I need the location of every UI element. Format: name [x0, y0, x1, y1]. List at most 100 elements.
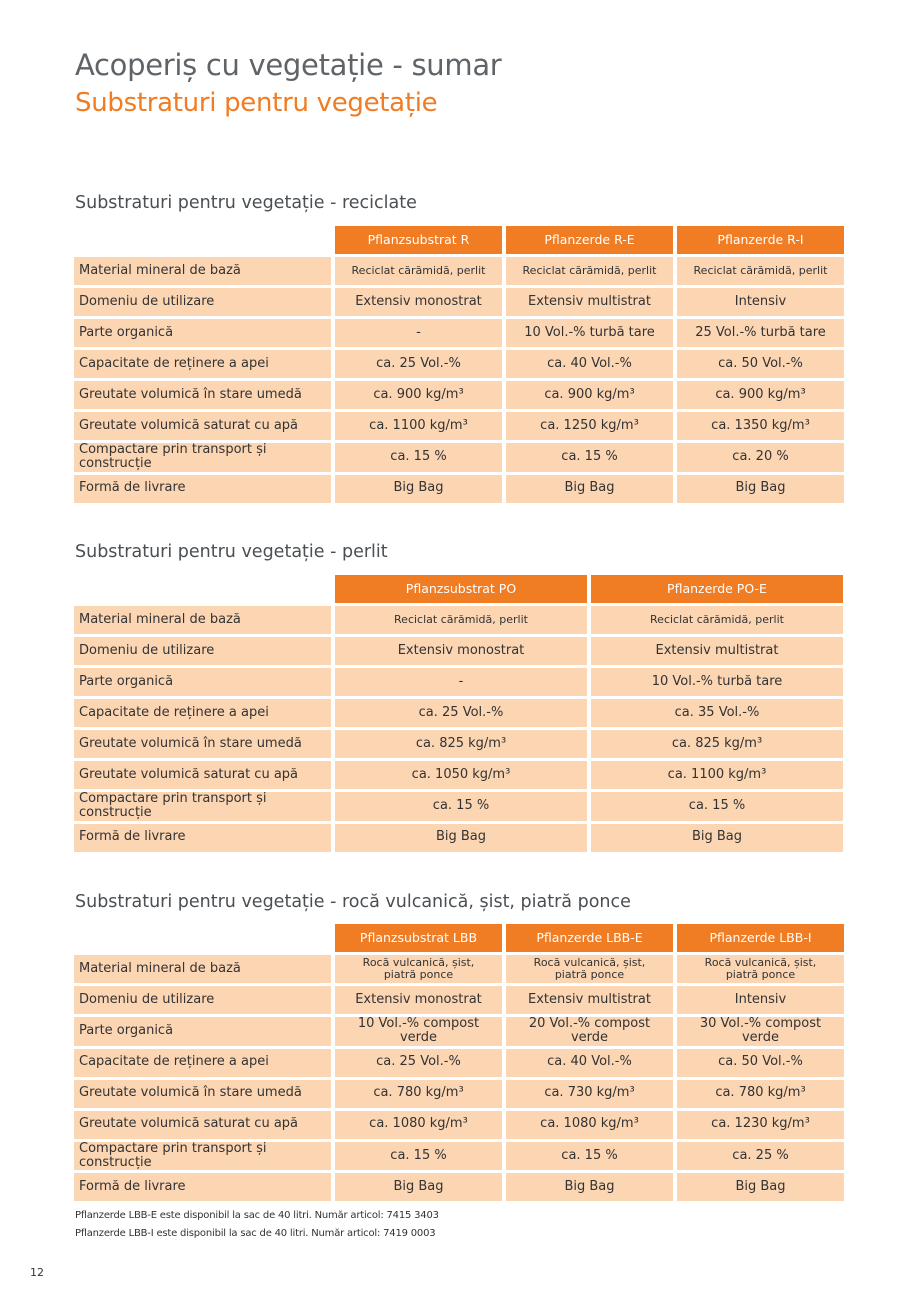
cell: 30 Vol.-% compost verde [677, 1016, 844, 1046]
row-label: Greutate volumică în stare umedă [74, 730, 331, 758]
cell: ca. 900 kg/m³ [506, 381, 673, 409]
cell: 10 Vol.-% compost verde [335, 1016, 502, 1046]
row-label: Parte organică [74, 1017, 331, 1046]
table-row: Greutate volumică saturat cu apă ca. 1080… [74, 1110, 844, 1139]
empty-cell [74, 924, 331, 952]
table-row: Formă de livrare Big Bag Big Bag Big Bag [74, 474, 844, 503]
row-label: Capacitate de reținere a apei [74, 350, 331, 378]
cell: ca. 1350 kg/m³ [677, 412, 844, 440]
row-label: Formă de livrare [74, 1173, 331, 1202]
cell: Extensiv monostrat [335, 986, 502, 1014]
table-row: Compactare prin transport și construcție… [74, 791, 843, 821]
row-label: Capacitate de reținere a apei [74, 699, 331, 727]
cell: Big Bag [677, 1173, 844, 1202]
data-table: Pflanzsubstrat LBB Pflanzerde LBB-E Pflanz… [70, 921, 848, 1204]
column-header: Pflanzsubstrat LBB [335, 924, 502, 952]
cell: 10 Vol.-% turbă tare [506, 319, 673, 347]
cell: ca. 900 kg/m³ [677, 381, 844, 409]
title: Acoperiș cu vegetație - sumar [75, 48, 502, 82]
table-row: Greutate volumică saturat cu apă ca. 1050… [74, 761, 843, 789]
table-row: Domeniu de utilizare Extensiv monostrat Ex… [74, 637, 843, 665]
row-label: Capacitate de reținere a apei [74, 1048, 331, 1077]
row-label: Greutate volumică saturat cu apă [74, 412, 331, 440]
row-label: Material mineral de bază [74, 257, 331, 285]
cell: ca. 50 Vol.-% [677, 350, 844, 378]
cell: ca. 1250 kg/m³ [506, 412, 673, 440]
cell: Big Bag [335, 823, 587, 852]
cell: Reciclat cărămidă, perlit [591, 606, 843, 634]
cell: 10 Vol.-% turbă tare [591, 668, 843, 696]
row-label: Formă de livrare [74, 474, 331, 503]
row-label: Compactare prin transport și construcție [74, 1141, 331, 1171]
column-header: Pflanzerde R-I [677, 226, 844, 254]
data-table: Pflanzsubstrat R Pflanzerde R-E Pflanzerde… [70, 223, 848, 506]
table-row: Domeniu de utilizare Extensiv monostrat Ex… [74, 986, 844, 1014]
table-row: Greutate volumică în stare umedă ca. 780 … [74, 1079, 844, 1108]
table-row: Formă de livrare Big Bag Big Bag Big Bag [74, 1173, 844, 1202]
cell: ca. 20 % [677, 443, 844, 472]
row-label: Greutate volumică în stare umedă [74, 1079, 331, 1108]
section-heading: Substraturi pentru vegetație - perlit [75, 542, 388, 562]
table-row: Parte organică -10 Vol.-% turbă tare [74, 668, 843, 696]
cell: ca. 35 Vol.-% [591, 699, 843, 727]
section-heading: Substraturi pentru vegetație - reciclate [75, 193, 417, 213]
cell: Extensiv multistrat [591, 637, 843, 665]
table-body: Pflanzsubstrat R Pflanzerde R-E Pflanzerde… [74, 226, 844, 503]
cell: ca. 15 % [506, 443, 673, 472]
footnote: Pflanzerde LBB-E este disponibil la sac … [75, 1210, 439, 1221]
cell: ca. 25 Vol.-% [335, 1048, 502, 1077]
cell: ca. 40 Vol.-% [506, 1048, 673, 1077]
cell: Rocă vulcanică, șist, piatră ponce [335, 955, 502, 983]
row-label: Greutate volumică saturat cu apă [74, 761, 331, 789]
cell: 25 Vol.-% turbă tare [677, 319, 844, 347]
cell: Intensiv [677, 288, 844, 316]
row-label: Parte organică [74, 668, 331, 696]
column-header: Pflanzsubstrat PO [335, 575, 587, 603]
table-row: Greutate volumică saturat cu apă ca. 1100… [74, 412, 844, 440]
row-label: Greutate volumică în stare umedă [74, 381, 331, 409]
cell: ca. 15 % [335, 792, 587, 821]
cell: ca. 15 % [335, 443, 502, 472]
cell: ca. 780 kg/m³ [677, 1079, 844, 1108]
cell: Big Bag [506, 1173, 673, 1202]
cell: Extensiv multistrat [506, 288, 673, 316]
cell: Reciclat cărămidă, perlit [677, 257, 844, 285]
table-body: Pflanzsubstrat PO Pflanzerde PO-E Material… [74, 575, 843, 852]
cell: ca. 50 Vol.-% [677, 1048, 844, 1077]
row-label: Domeniu de utilizare [74, 986, 331, 1014]
table-row: Parte organică 10 Vol.-% compost verde 20 … [74, 1016, 844, 1046]
table-row: Capacitate de reținere a apei ca. 25 Vol.… [74, 350, 844, 378]
cell: ca. 1080 kg/m³ [506, 1110, 673, 1139]
header-row: Pflanzsubstrat PO Pflanzerde PO-E [74, 575, 843, 603]
table-row: Greutate volumică în stare umedă ca. 900 … [74, 381, 844, 409]
table-row: Domeniu de utilizare Extensiv monostrat Ex… [74, 288, 844, 316]
cell: ca. 1100 kg/m³ [591, 761, 843, 789]
row-label: Greutate volumică saturat cu apă [74, 1110, 331, 1139]
cell: Reciclat cărămidă, perlit [506, 257, 673, 285]
cell: Extensiv multistrat [506, 986, 673, 1014]
header-row: Pflanzsubstrat R Pflanzerde R-E Pflanzerde… [74, 226, 844, 254]
cell: Big Bag [506, 474, 673, 503]
table-row: Material mineral de bază Rocă vulcanică, … [74, 955, 844, 983]
cell: ca. 25 Vol.-% [335, 350, 502, 378]
row-label: Parte organică [74, 319, 331, 347]
page-number: 12 [30, 1266, 44, 1279]
table-row: Parte organică -10 Vol.-% turbă tare 25 Vo… [74, 319, 844, 347]
cell: ca. 825 kg/m³ [335, 730, 587, 758]
table-row: Capacitate de reținere a apei ca. 25 Vol.… [74, 699, 843, 727]
table-row: Material mineral de bază Reciclat cărămid… [74, 606, 843, 634]
table-row: Formă de livrare Big Bag Big Bag [74, 823, 843, 852]
cell: Big Bag [677, 474, 844, 503]
cell: ca. 900 kg/m³ [335, 381, 502, 409]
subtitle: Substraturi pentru vegetație [75, 88, 438, 118]
cell: Extensiv monostrat [335, 637, 587, 665]
row-label: Formă de livrare [74, 823, 331, 852]
cell: ca. 1230 kg/m³ [677, 1110, 844, 1139]
cell: - [335, 668, 587, 696]
row-label: Compactare prin transport și construcție [74, 791, 331, 821]
table-row: Greutate volumică în stare umedă ca. 825 … [74, 730, 843, 758]
section-heading: Substraturi pentru vegetație - rocă vulc… [75, 892, 631, 912]
cell: ca. 1080 kg/m³ [335, 1110, 502, 1139]
